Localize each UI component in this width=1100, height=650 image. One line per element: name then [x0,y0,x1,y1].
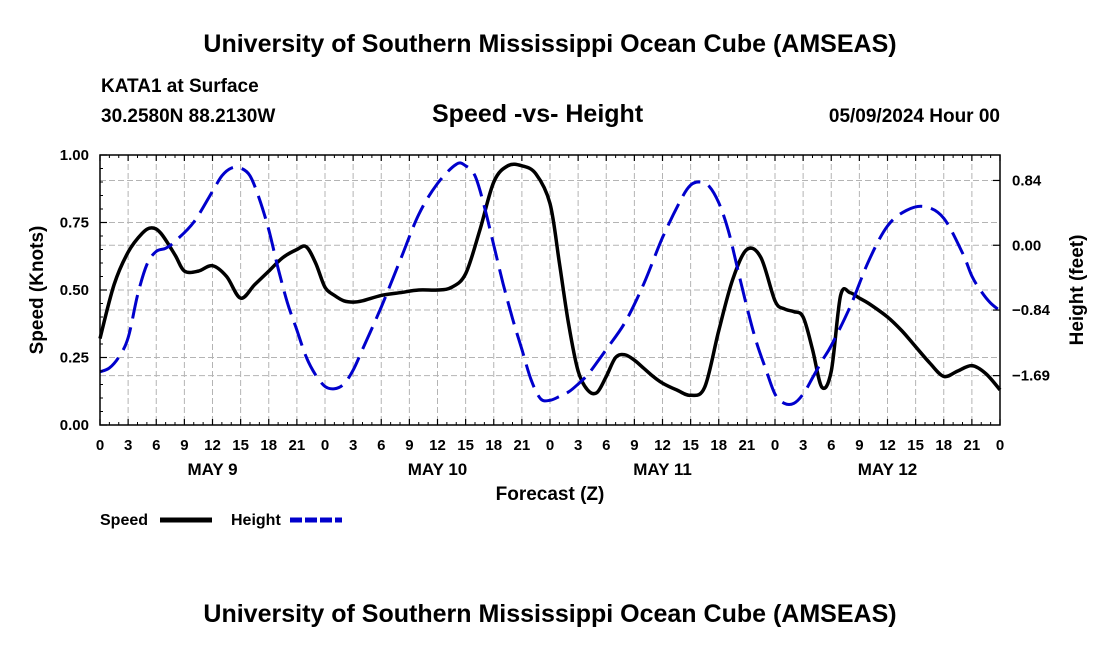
x-tick-label: 21 [964,437,981,454]
x-tick-label: 15 [907,437,924,454]
x-tick-label: 9 [855,437,863,454]
x-tick-label: 21 [739,437,756,454]
x-tick-label: 18 [485,437,502,454]
date-label: 05/09/2024 Hour 00 [828,106,1000,127]
x-tick-label: 18 [710,437,727,454]
x-axis-label: Forecast (Z) [496,484,605,505]
y-left-tick-label: 0.25 [60,350,89,367]
height-series-line [99,161,1001,407]
footer-title: University of Southern Mississippi Ocean… [203,600,897,628]
x-tick-label: 15 [232,437,249,454]
legend-speed-label: Speed [100,512,148,529]
x-tick-label: 15 [457,437,474,454]
page-title: University of Southern Mississippi Ocean… [203,30,897,58]
y-left-tick-label: 1.00 [60,147,89,164]
legend: Speed Height [100,512,342,529]
station-label: KATA1 at Surface [101,76,259,97]
y-right-tick-label: 0.00 [1012,237,1041,254]
x-tick-label: 6 [152,437,160,454]
y-axis-right-label: Height (feet) [1067,235,1088,346]
y-right-tick-label: −1.69 [1012,368,1050,385]
coordinates-label: 30.2580N 88.2130W [101,106,276,127]
x-tick-label: 12 [879,437,896,454]
y-left-tick-label: 0.75 [60,215,89,232]
x-tick-label: 12 [204,437,221,454]
x-tick-label: 6 [602,437,610,454]
x-tick-label: 9 [180,437,188,454]
legend-height-label: Height [231,512,281,529]
x-tick-label: 6 [827,437,835,454]
x-tick-label: 9 [405,437,413,454]
day-label: MAY 11 [633,460,692,479]
x-tick-label: 9 [630,437,638,454]
axis-ticks: 0 3 6 9 12 15 18 21 0 3 6 9 12 15 18 21 0 3 6 9 12 15 18 21 0 3 6 9… [60,147,1051,479]
axis-labels: Forecast (Z) Speed (Knots) Height (feet) [27,226,1088,505]
x-tick-label: 21 [289,437,306,454]
speed-series-line [98,162,1002,398]
x-tick-label: 6 [377,437,385,454]
day-label: MAY 10 [408,460,468,479]
y-right-tick-label: −0.84 [1012,302,1051,319]
y-axis-left-label: Speed (Knots) [27,226,48,355]
x-tick-label: 15 [682,437,699,454]
series-lines [98,161,1002,407]
x-tick-label: 3 [799,437,807,454]
y-right-tick-label: 0.84 [1012,172,1042,189]
chart-title: Speed -vs- Height [432,100,644,128]
day-label: MAY 12 [858,460,918,479]
x-tick-label: 0 [996,437,1004,454]
y-left-tick-label: 0.00 [60,417,89,434]
x-tick-label: 21 [514,437,531,454]
x-tick-label: 0 [96,437,104,454]
x-tick-label: 18 [935,437,952,454]
y-left-tick-label: 0.50 [60,282,89,299]
x-tick-label: 0 [546,437,554,454]
x-tick-label: 3 [124,437,132,454]
x-tick-label: 18 [260,437,277,454]
x-tick-label: 12 [429,437,446,454]
x-tick-label: 12 [654,437,671,454]
x-tick-label: 3 [574,437,582,454]
x-tick-label: 0 [771,437,779,454]
x-tick-label: 0 [321,437,329,454]
x-tick-label: 3 [349,437,357,454]
day-label: MAY 9 [187,460,237,479]
